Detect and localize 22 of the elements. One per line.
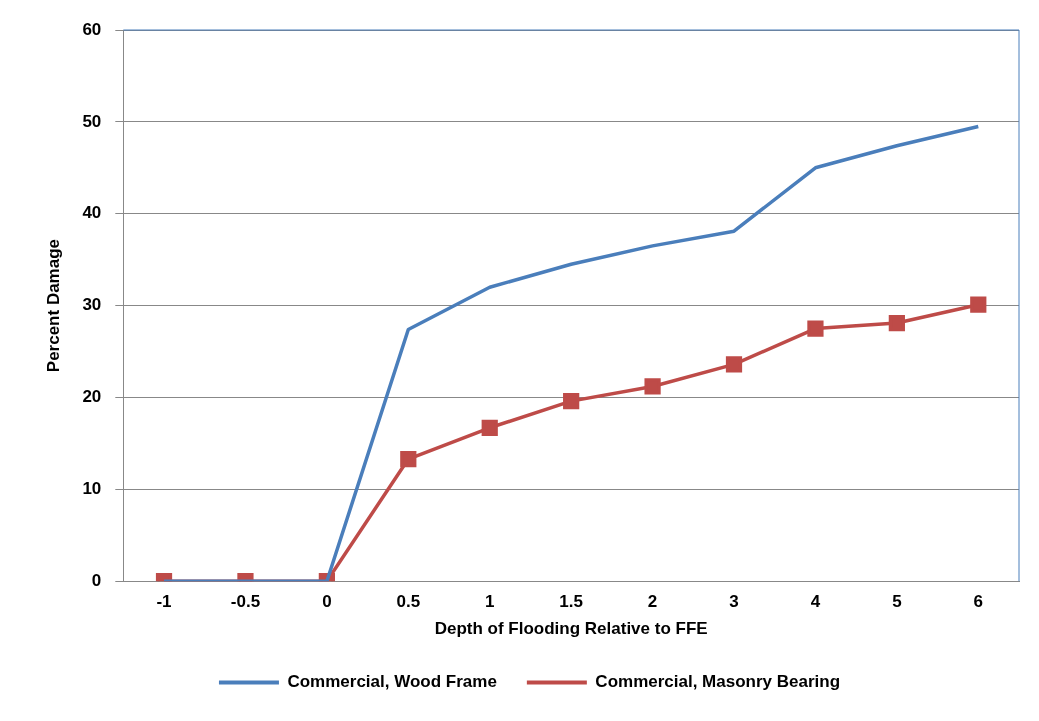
y-axis-title: Percent Damage	[43, 238, 63, 373]
legend-label: Commercial, Wood Frame	[287, 672, 497, 692]
x-tick-label: 2	[647, 592, 658, 612]
y-tick-label: 60	[82, 19, 102, 39]
x-tick-label: 1.5	[559, 592, 583, 612]
x-tick-label: -1	[156, 592, 172, 612]
x-tick-label: 4	[810, 592, 821, 612]
x-tick-label: -0.5	[230, 592, 261, 612]
legend-label: Commercial, Masonry Bearing	[595, 672, 841, 692]
x-tick-label: 0.5	[396, 592, 421, 612]
y-tick-label: 10	[82, 479, 102, 499]
x-tick-label: 5	[892, 592, 902, 612]
y-tick-label: 50	[82, 111, 102, 131]
y-tick-label: 0	[91, 570, 102, 590]
y-tick-label: 20	[82, 387, 102, 407]
x-tick-label: 6	[973, 592, 984, 612]
x-axis-title: Depth of Flooding Relative to FFE	[434, 619, 708, 639]
x-tick-label: 0	[322, 592, 332, 612]
x-tick-label: 1	[484, 592, 495, 612]
y-tick-label: 40	[82, 203, 102, 223]
x-tick-label: 3	[729, 592, 739, 612]
y-tick-label: 30	[82, 295, 102, 315]
